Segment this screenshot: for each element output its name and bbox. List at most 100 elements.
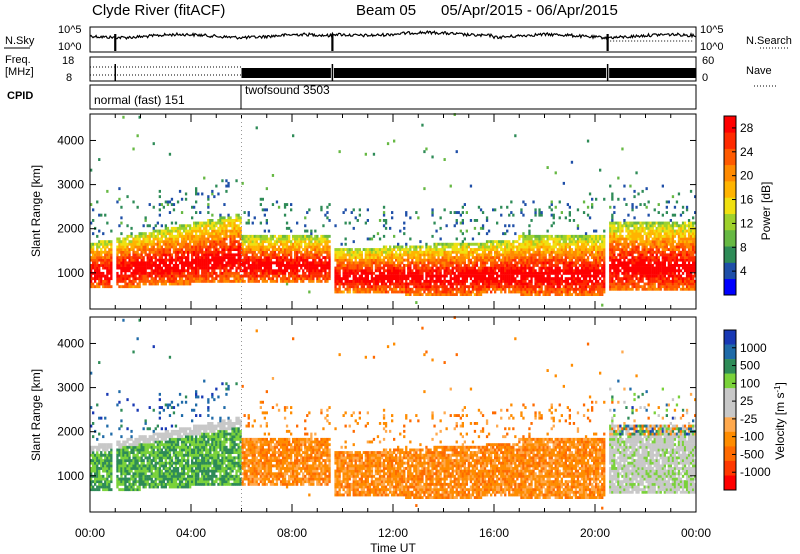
power-cell xyxy=(136,240,139,244)
power-cell xyxy=(273,274,277,278)
power-cell xyxy=(255,269,258,273)
power-cell xyxy=(459,256,462,259)
power-cell xyxy=(391,266,394,270)
power-cell xyxy=(370,258,374,262)
power-cell xyxy=(356,285,359,289)
power-cell xyxy=(110,256,113,259)
power-cell xyxy=(187,224,190,228)
power-cell xyxy=(595,245,598,249)
power-cell xyxy=(283,279,287,283)
power-cell xyxy=(492,285,495,289)
power-cell xyxy=(267,258,271,262)
power-cell xyxy=(366,279,369,283)
power-cell xyxy=(166,274,170,278)
power-cell xyxy=(320,237,323,241)
power-cell xyxy=(425,258,428,262)
power-cell xyxy=(550,213,553,217)
power-cell xyxy=(172,229,176,233)
power-cell xyxy=(564,279,567,283)
power-cell xyxy=(106,256,109,259)
power-cell xyxy=(271,250,275,254)
power-cell xyxy=(148,203,151,206)
power-cell xyxy=(152,237,155,241)
power-cell xyxy=(558,216,561,220)
power-cell xyxy=(138,234,141,238)
power-cell xyxy=(249,245,252,249)
power-cell xyxy=(205,261,208,265)
power-cell xyxy=(568,285,571,289)
power-cell xyxy=(530,293,533,296)
power-cell xyxy=(273,269,277,273)
power-cell xyxy=(164,250,167,254)
power-cell xyxy=(522,287,525,291)
beam-label: Beam 05 xyxy=(356,2,416,19)
power-cell xyxy=(447,261,450,265)
power-cell xyxy=(405,282,408,286)
power-cell xyxy=(324,271,327,275)
power-cell xyxy=(574,266,578,270)
power-cell xyxy=(306,229,309,233)
power-cell xyxy=(251,271,254,275)
power-cell xyxy=(609,269,612,273)
power-cell xyxy=(215,264,218,267)
power-cell xyxy=(528,253,531,257)
power-cell xyxy=(591,287,594,291)
power-cell xyxy=(457,264,460,267)
power-cell xyxy=(158,271,161,275)
power-cell xyxy=(288,226,291,230)
power-cell xyxy=(146,256,149,259)
power-cell xyxy=(191,261,194,265)
power-cell xyxy=(199,277,202,281)
power-cell xyxy=(463,242,466,246)
power-cell xyxy=(378,290,382,294)
power-cell xyxy=(538,245,541,249)
power-cell xyxy=(566,256,569,259)
power-cell xyxy=(576,293,580,296)
power-cell xyxy=(534,261,537,265)
power-cell xyxy=(189,240,192,244)
power-cell xyxy=(467,271,470,275)
power-cell xyxy=(306,234,309,238)
power-cell xyxy=(542,250,545,254)
power-cell xyxy=(144,282,147,286)
power-cell xyxy=(619,285,622,289)
power-cell xyxy=(530,282,533,286)
power-cell xyxy=(419,274,422,278)
power-cell xyxy=(156,221,159,225)
power-cell xyxy=(496,287,499,291)
power-cell xyxy=(128,253,131,257)
power-cell xyxy=(378,287,382,291)
power-cell xyxy=(473,256,477,259)
power-cell xyxy=(231,248,234,251)
power-cell xyxy=(580,261,584,265)
power-cell xyxy=(269,237,273,241)
power-cell xyxy=(201,245,204,249)
power-cell xyxy=(211,253,214,257)
power-cell xyxy=(158,240,161,244)
power-cell xyxy=(164,282,167,286)
power-cell xyxy=(510,264,513,267)
power-cell xyxy=(591,285,594,289)
power-cell xyxy=(611,224,614,228)
power-cell xyxy=(263,264,266,267)
power-cell xyxy=(207,205,210,209)
power-cell xyxy=(544,253,547,257)
power-cell xyxy=(526,256,529,259)
power-cell xyxy=(136,285,139,289)
power-cell xyxy=(172,208,176,212)
power-cell xyxy=(619,250,622,254)
power-cell xyxy=(324,237,327,241)
power-cell xyxy=(380,274,384,278)
power-cell xyxy=(180,266,184,270)
power-cell xyxy=(431,293,434,296)
power-cell xyxy=(320,240,323,244)
power-cell xyxy=(522,250,525,254)
power-cell xyxy=(520,211,523,214)
power-cell xyxy=(187,269,190,273)
power-cell xyxy=(160,269,163,273)
power-cell xyxy=(447,258,450,262)
power-cell xyxy=(510,258,513,262)
power-cell xyxy=(140,271,143,275)
power-cell xyxy=(613,271,616,275)
power-cell xyxy=(530,258,533,262)
